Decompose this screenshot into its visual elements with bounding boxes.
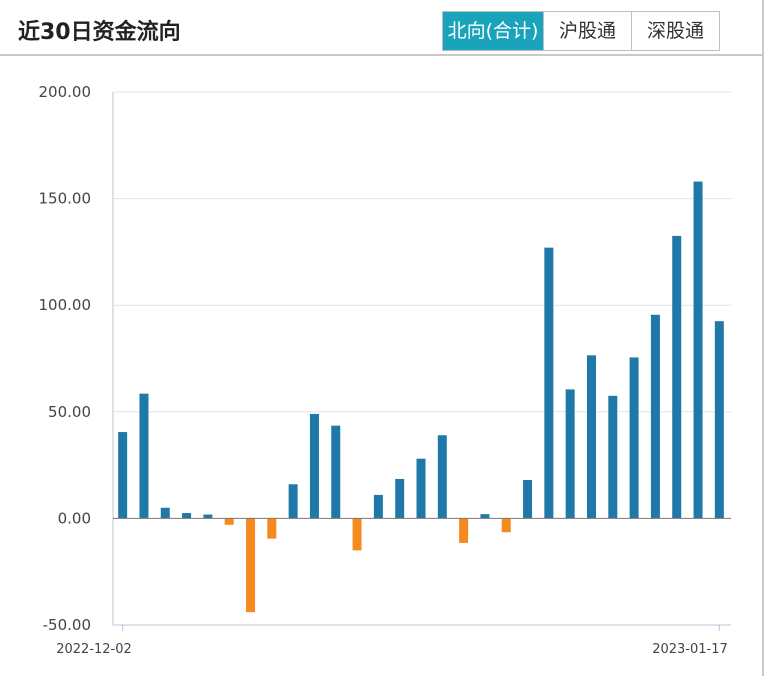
bar xyxy=(650,314,660,519)
bar xyxy=(288,484,298,519)
bar xyxy=(224,518,234,525)
y-tick-label: 50.00 xyxy=(48,403,91,421)
tab-shanghai-connect[interactable]: 沪股通 xyxy=(543,12,631,50)
panel-right-border xyxy=(762,0,764,676)
bar xyxy=(459,518,469,543)
panel-header: 近30日资金流向 北向(合计) 沪股通 深股通 xyxy=(0,0,762,56)
bar xyxy=(395,478,405,519)
bar xyxy=(182,513,192,519)
bar xyxy=(416,458,426,519)
y-tick-label: 0.00 xyxy=(58,509,91,527)
bar xyxy=(352,518,362,551)
bar xyxy=(586,355,596,519)
bar xyxy=(437,435,447,519)
tab-northbound-total[interactable]: 北向(合计) xyxy=(443,12,543,50)
bar xyxy=(608,395,618,519)
y-tick-label: 100.00 xyxy=(39,296,92,314)
bar xyxy=(693,181,703,519)
bar xyxy=(629,357,639,519)
bar xyxy=(523,480,533,519)
bar xyxy=(373,494,383,519)
bar xyxy=(246,518,256,613)
bar xyxy=(331,425,341,519)
x-tick-label-end: 2023-01-17 xyxy=(652,642,728,657)
bar xyxy=(544,247,554,519)
y-tick-label: 150.00 xyxy=(39,190,92,208)
bar xyxy=(139,393,149,519)
y-tick-label: -50.00 xyxy=(43,616,91,634)
y-tick-label: 200.00 xyxy=(39,83,92,101)
bar xyxy=(267,518,277,539)
page-title: 近30日资金流向 xyxy=(18,20,181,45)
bar xyxy=(714,321,724,519)
market-tab-group: 北向(合计) 沪股通 深股通 xyxy=(442,11,720,51)
bar xyxy=(672,235,682,519)
bar xyxy=(309,413,319,519)
bar xyxy=(203,514,213,519)
bar xyxy=(160,507,170,519)
fund-flow-bar-chart: 200.00 150.00 100.00 50.00 0.00 -50.00 2022-12… xyxy=(39,83,731,657)
x-tick-label-start: 2022-12-02 xyxy=(56,642,132,657)
bar xyxy=(501,518,511,533)
bar xyxy=(565,389,575,519)
bar xyxy=(118,432,128,519)
tab-shenzhen-connect[interactable]: 深股通 xyxy=(631,12,719,50)
bar xyxy=(480,514,490,519)
